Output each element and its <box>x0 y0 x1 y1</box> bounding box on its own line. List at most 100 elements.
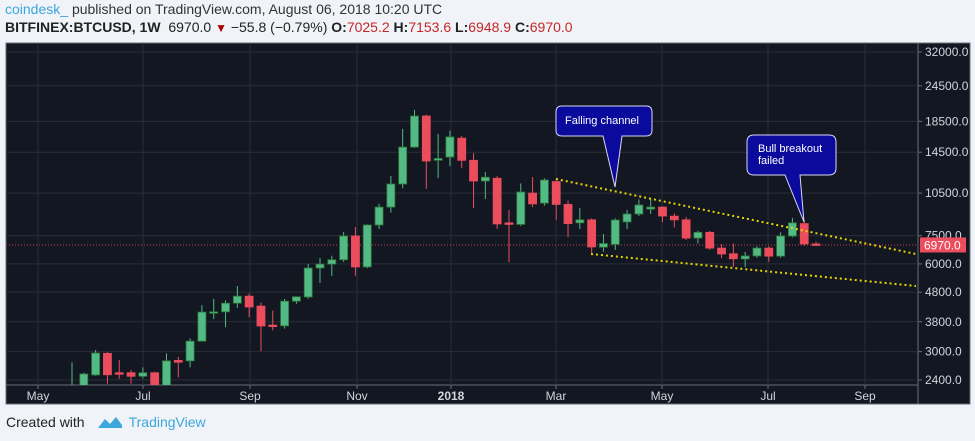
candle-body <box>386 183 396 208</box>
candle-up[interactable] <box>610 218 620 250</box>
candle-up[interactable] <box>280 298 289 329</box>
author-link[interactable]: coindesk_ <box>5 1 69 17</box>
candle-up[interactable] <box>398 128 408 189</box>
candle-body <box>693 231 703 239</box>
candle-down[interactable] <box>658 206 667 223</box>
candle-body <box>492 177 502 225</box>
callout-falling-channel[interactable]: Falling channel <box>555 105 653 188</box>
candle-down[interactable] <box>421 114 431 189</box>
candle-up[interactable] <box>445 130 455 167</box>
candle-up[interactable] <box>374 203 384 230</box>
channel-upper-trendline[interactable] <box>555 178 917 255</box>
high-value: 7153.6 <box>408 19 452 35</box>
candle-up[interactable] <box>291 296 301 304</box>
candle-body <box>398 146 408 185</box>
candle-up[interactable] <box>693 230 703 244</box>
candle-down[interactable] <box>256 302 266 352</box>
candle-down[interactable] <box>587 218 597 254</box>
candle-up[interactable] <box>622 210 632 230</box>
candle-up[interactable] <box>740 251 750 267</box>
candle-down[interactable] <box>551 180 561 220</box>
candle-body <box>705 231 715 249</box>
candle-up[interactable] <box>232 285 242 308</box>
candle-down[interactable] <box>504 209 514 263</box>
candle-down[interactable] <box>717 244 726 259</box>
candle-up[interactable] <box>162 353 171 387</box>
candle-up[interactable] <box>362 224 372 269</box>
candle-up[interactable] <box>138 367 148 379</box>
candle-down[interactable] <box>563 200 573 238</box>
candle-up[interactable] <box>68 362 76 411</box>
candle-down[interactable] <box>244 293 254 318</box>
candle-up[interactable] <box>646 199 656 215</box>
candle-down[interactable] <box>764 246 774 262</box>
candle-down[interactable] <box>457 135 467 169</box>
candle-up[interactable] <box>327 255 337 276</box>
candle-up[interactable] <box>209 298 219 320</box>
candle-body <box>799 223 809 245</box>
candle-down[interactable] <box>351 227 360 276</box>
high-label: H: <box>393 19 409 35</box>
open-value: 7025.2 <box>346 19 390 35</box>
candle-up[interactable] <box>185 338 195 368</box>
candle-down[interactable] <box>528 177 537 208</box>
candle-body <box>599 243 608 248</box>
candle-up[interactable] <box>433 134 443 178</box>
footer: Created with TradingView <box>6 414 206 430</box>
candle-up[interactable] <box>91 350 101 376</box>
candle-down[interactable] <box>728 243 738 267</box>
candle-body <box>622 213 632 223</box>
x-tick-label: Jul <box>135 389 150 403</box>
candle-body <box>457 137 467 161</box>
candle-body <box>291 296 301 302</box>
candle-down[interactable] <box>103 352 112 384</box>
candle-up[interactable] <box>197 305 207 342</box>
candle-down[interactable] <box>268 310 278 331</box>
y-tick-label: 10500.0 <box>925 186 969 200</box>
candle-up[interactable] <box>575 208 585 230</box>
candle-body <box>327 259 337 265</box>
candle-up[interactable] <box>540 178 549 206</box>
candle-down[interactable] <box>799 220 809 246</box>
candle-body <box>669 215 679 221</box>
candle-body <box>563 204 573 225</box>
candle-down[interactable] <box>469 153 478 209</box>
candle-up[interactable] <box>516 183 526 226</box>
x-tick-label: Sep <box>854 389 876 403</box>
candle-up[interactable] <box>480 172 490 200</box>
candle-body <box>362 224 372 268</box>
candle-up[interactable] <box>339 232 349 262</box>
time-axis[interactable]: May Jul Sep Nov 2018 Mar May Jul Sep <box>27 385 876 403</box>
low-label: L: <box>455 19 469 35</box>
candle-down[interactable] <box>669 213 679 228</box>
candle-up[interactable] <box>776 232 785 258</box>
candle-down[interactable] <box>705 231 715 250</box>
candle-body <box>764 247 774 257</box>
candle-up[interactable] <box>599 233 608 252</box>
candle-down[interactable] <box>126 369 136 384</box>
callout-bull-breakout[interactable]: Bull breakout failed <box>746 134 837 223</box>
candle-body <box>551 181 561 205</box>
candle-body <box>197 311 207 342</box>
candle-up[interactable] <box>410 109 419 148</box>
candle-body <box>221 302 230 313</box>
candle-down[interactable] <box>811 241 821 246</box>
candle-up[interactable] <box>752 246 762 258</box>
candle-up[interactable] <box>315 257 325 284</box>
tradingview-link[interactable]: TradingView <box>128 414 206 430</box>
candle-down[interactable] <box>150 371 160 413</box>
candle-body <box>244 295 254 308</box>
candle-down[interactable] <box>114 359 124 379</box>
candle-body <box>185 340 195 362</box>
y-tick-label: 14500.0 <box>925 145 969 159</box>
candle-down[interactable] <box>681 216 691 240</box>
candle-up[interactable] <box>634 199 644 217</box>
candle-down[interactable] <box>492 176 502 229</box>
candle-up[interactable] <box>221 300 230 328</box>
tradingview-logo-icon[interactable] <box>97 415 123 429</box>
candle-up[interactable] <box>79 372 89 397</box>
candle-up[interactable] <box>303 264 313 299</box>
candle-up[interactable] <box>386 175 396 213</box>
candle-down[interactable] <box>173 356 183 378</box>
